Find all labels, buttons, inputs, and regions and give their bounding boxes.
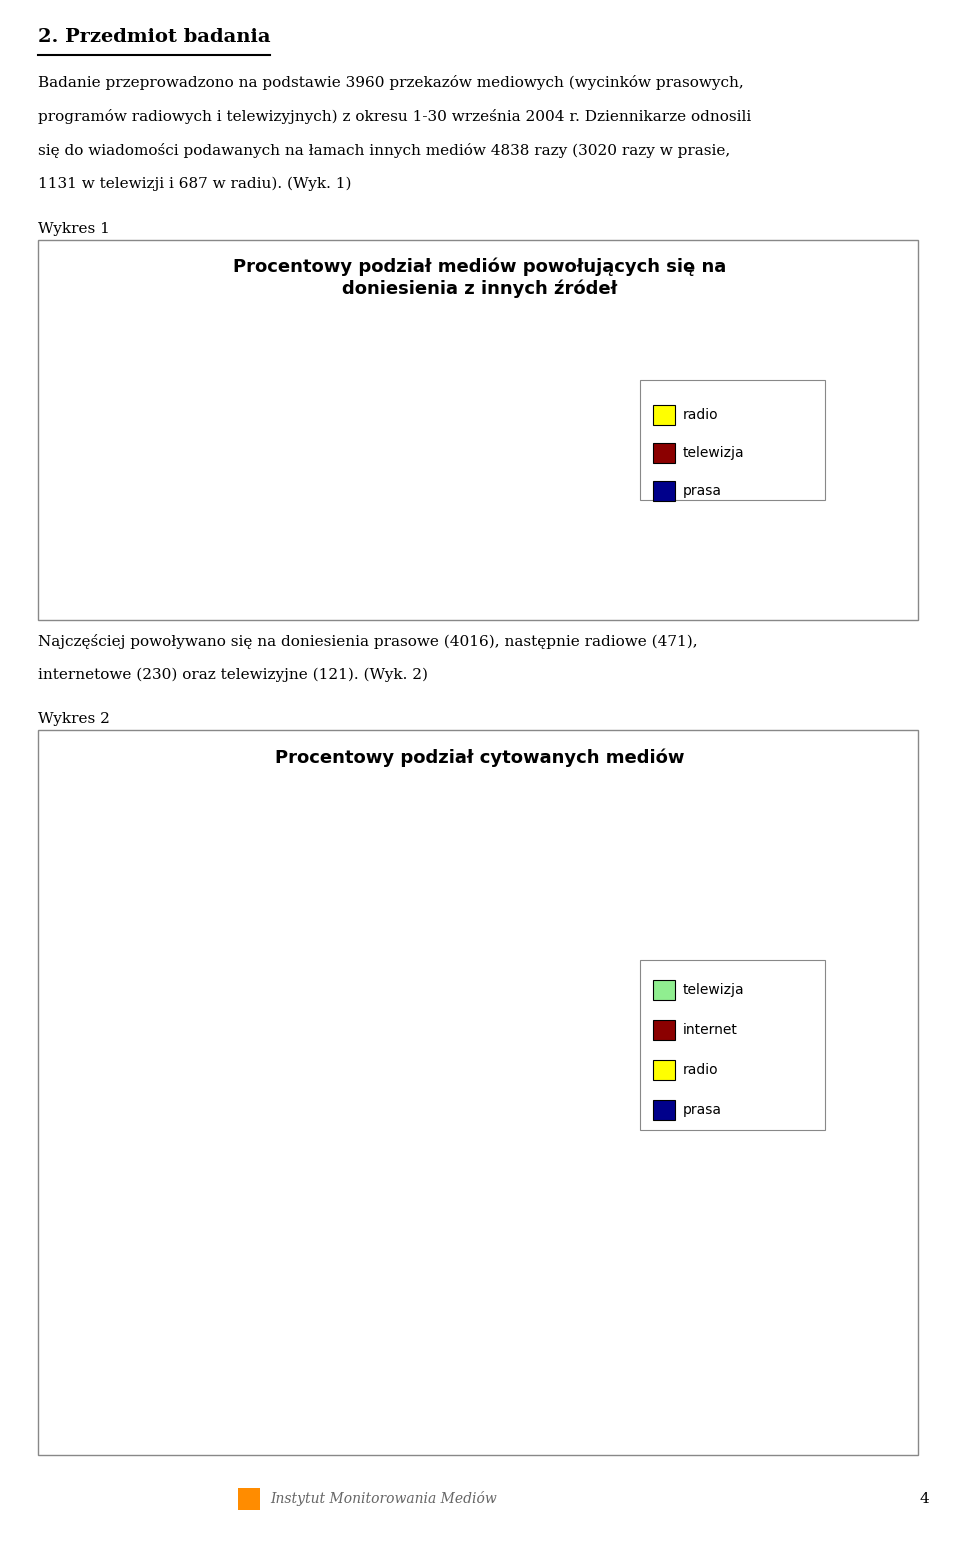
Text: internet: internet <box>683 1023 738 1037</box>
Wedge shape <box>132 282 381 573</box>
Text: 4: 4 <box>920 1492 929 1506</box>
Text: telewizja: telewizja <box>683 983 745 997</box>
Wedge shape <box>278 282 392 427</box>
Text: 23,37: 23,37 <box>442 427 491 443</box>
Text: 9,74: 9,74 <box>496 952 534 968</box>
Text: Wykres 2: Wykres 2 <box>38 712 109 726</box>
Text: internetowe (230) oraz telewizyjne (121). (Wyk. 2): internetowe (230) oraz telewizyjne (121)… <box>38 669 428 683</box>
Text: radio: radio <box>683 409 719 423</box>
Text: 2,5: 2,5 <box>244 875 271 889</box>
Text: Procentowy podział mediów powołujących się na
doniesienia z innych źródeł: Procentowy podział mediów powołujących s… <box>233 259 727 297</box>
Text: się do wiadomości podawanych na łamach innych mediów 4838 razy (3020 razy w pras: się do wiadomości podawanych na łamach i… <box>38 142 731 158</box>
Wedge shape <box>317 915 348 1115</box>
Wedge shape <box>278 336 424 531</box>
Text: Instytut Monitorowania Mediów: Instytut Monitorowania Mediów <box>270 1492 496 1506</box>
Text: telewizja: telewizja <box>683 446 745 460</box>
Text: radio: radio <box>683 1063 719 1077</box>
Wedge shape <box>317 918 405 1115</box>
Text: 1131 w telewizji i 687 w radiu). (Wyk. 1): 1131 w telewizji i 687 w radiu). (Wyk. 1… <box>38 176 351 192</box>
Text: Procentowy podział cytowanych mediów: Procentowy podział cytowanych mediów <box>276 748 684 766</box>
Text: 14,2: 14,2 <box>272 255 309 269</box>
Text: Najczęściej powoływano się na doniesienia prasowe (4016), następnie radiowe (471: Najczęściej powoływano się na doniesieni… <box>38 635 698 649</box>
Text: 83: 83 <box>206 1327 228 1342</box>
Wedge shape <box>117 915 516 1314</box>
Text: prasa: prasa <box>683 1104 722 1118</box>
Text: 4,76: 4,76 <box>342 875 379 889</box>
Wedge shape <box>317 935 492 1115</box>
Text: Badanie przeprowadzono na podstawie 3960 przekazów mediowych (wycinków prasowych: Badanie przeprowadzono na podstawie 3960… <box>38 74 744 90</box>
Text: prasa: prasa <box>683 485 722 498</box>
Text: programów radiowych i telewizyjnych) z okresu 1-30 września 2004 r. Dziennikarze: programów radiowych i telewizyjnych) z o… <box>38 108 752 124</box>
Text: 2. Przedmiot badania: 2. Przedmiot badania <box>38 28 271 46</box>
Text: Wykres 1: Wykres 1 <box>38 221 109 235</box>
Text: 62,43: 62,43 <box>52 461 100 475</box>
